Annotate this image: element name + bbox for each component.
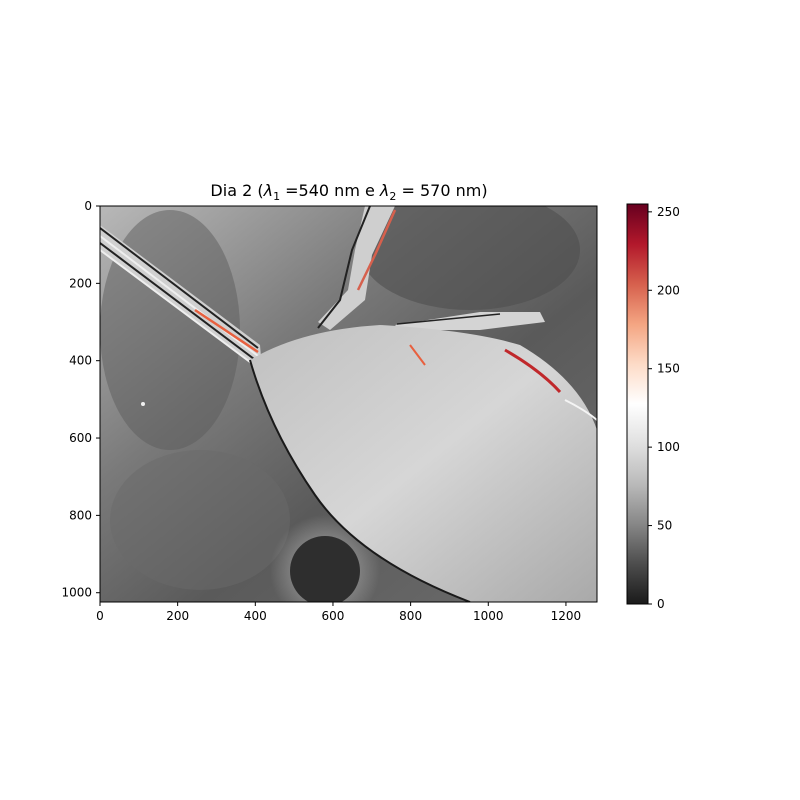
colorbar-tick-label: 250 <box>657 205 680 219</box>
x-tick-label: 400 <box>244 609 267 623</box>
y-tick-label: 200 <box>69 276 92 290</box>
x-axis: 0 200 400 600 800 1000 1200 <box>96 602 581 623</box>
colorbar-axis: 0 50 100 150 200 250 <box>648 205 680 611</box>
y-tick-label: 0 <box>84 199 92 213</box>
y-axis: 0 200 400 600 800 1000 <box>61 199 100 600</box>
x-tick-label: 1000 <box>473 609 504 623</box>
heatmap-image <box>100 206 597 602</box>
x-tick-label: 200 <box>166 609 189 623</box>
x-tick-label: 600 <box>322 609 345 623</box>
x-tick-label: 0 <box>96 609 104 623</box>
colorbar-tick-label: 200 <box>657 283 680 297</box>
y-tick-label: 600 <box>69 431 92 445</box>
colorbar-tick-label: 100 <box>657 440 680 454</box>
x-tick-label: 800 <box>399 609 422 623</box>
colorbar-tick-label: 50 <box>657 519 672 533</box>
y-tick-label: 800 <box>69 508 92 522</box>
y-tick-label: 400 <box>69 354 92 368</box>
colorbar <box>626 203 649 605</box>
colorbar-tick-label: 0 <box>657 597 665 611</box>
plot-frame <box>99 205 598 603</box>
colorbar-tick-label: 150 <box>657 362 680 376</box>
chart-title: Dia 2 (λ1 =540 nm e λ2 = 570 nm) <box>210 181 487 203</box>
y-tick-label: 1000 <box>61 586 92 600</box>
x-tick-label: 1200 <box>551 609 582 623</box>
